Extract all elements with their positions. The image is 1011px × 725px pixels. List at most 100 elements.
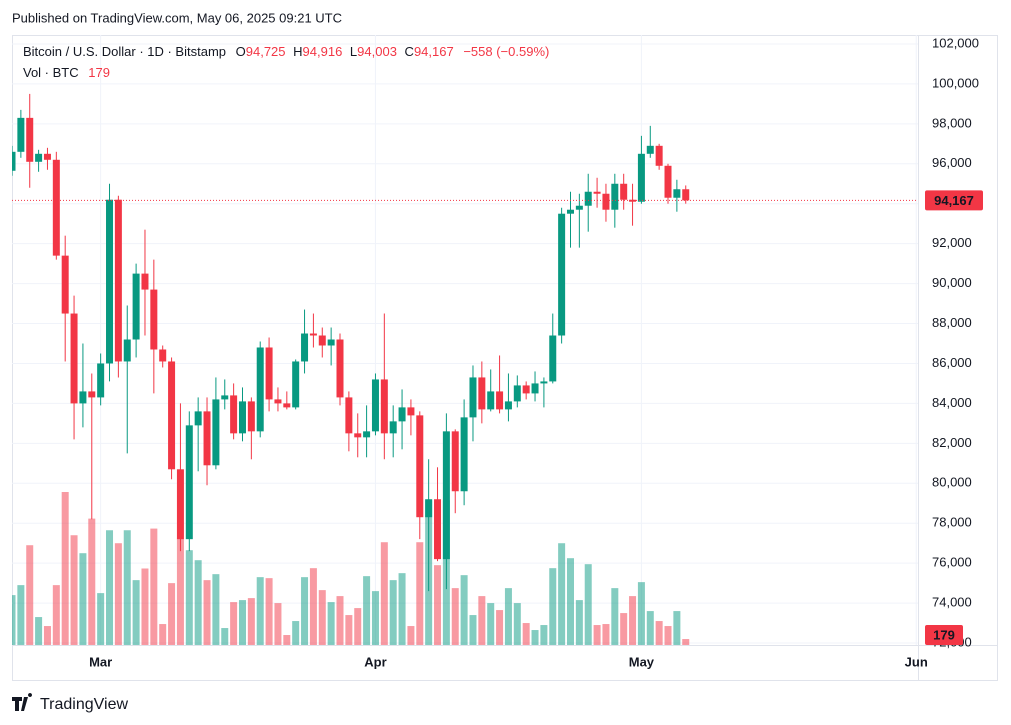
candle-body bbox=[655, 145, 663, 166]
volume-legend-label: Vol · BTC bbox=[23, 65, 79, 80]
candle-body bbox=[637, 153, 645, 202]
candle-body bbox=[247, 401, 255, 432]
volume-bar bbox=[469, 615, 477, 645]
candle-body bbox=[416, 415, 424, 518]
ohlc-value: 94,003 bbox=[357, 44, 397, 59]
volume-bar bbox=[629, 596, 637, 645]
candle-body bbox=[478, 377, 486, 410]
volume-pane bbox=[12, 492, 690, 645]
symbol: Bitcoin / U.S. Dollar · 1D · Bitstamp bbox=[23, 44, 226, 59]
candle-body bbox=[150, 289, 158, 350]
volume-bar bbox=[673, 611, 681, 645]
volume-bar bbox=[336, 596, 344, 645]
volume-bar bbox=[620, 613, 628, 645]
candle-body bbox=[407, 407, 415, 416]
change: −558 (−0.59%) bbox=[463, 44, 549, 59]
candle-body bbox=[309, 333, 317, 336]
last-volume-label: 179 bbox=[933, 627, 955, 642]
candle-body bbox=[575, 205, 583, 210]
volume-bar bbox=[380, 542, 388, 645]
y-tick-label: 88,000 bbox=[932, 315, 972, 330]
candle-body bbox=[522, 385, 530, 394]
candle-body bbox=[106, 199, 114, 364]
volume-bar bbox=[398, 573, 406, 645]
x-tick-label: Jun bbox=[905, 654, 928, 669]
volume-bar bbox=[185, 550, 193, 645]
candle-body bbox=[363, 431, 371, 438]
y-tick-label: 92,000 bbox=[932, 235, 972, 250]
volume-bar bbox=[141, 568, 149, 645]
candle-body bbox=[504, 401, 512, 410]
tradingview-logo: TradingView bbox=[12, 693, 128, 713]
volume-bar bbox=[212, 574, 220, 645]
candle-body bbox=[79, 391, 87, 404]
volume-bar bbox=[88, 518, 96, 645]
candle-body bbox=[354, 433, 362, 438]
grid bbox=[12, 35, 918, 645]
volume-bar bbox=[566, 558, 574, 645]
volume-bar bbox=[256, 577, 264, 645]
volume-bar bbox=[434, 565, 442, 645]
y-tick-label: 74,000 bbox=[932, 595, 972, 610]
volume-bar bbox=[61, 492, 69, 645]
x-tick-label: Mar bbox=[89, 654, 112, 669]
y-tick-label: 82,000 bbox=[932, 435, 972, 450]
volume-bar bbox=[327, 602, 335, 645]
volume-bar bbox=[504, 588, 512, 645]
candle-body bbox=[673, 189, 681, 198]
candles bbox=[12, 93, 690, 592]
candle-body bbox=[629, 199, 637, 202]
volume-bar bbox=[522, 623, 530, 645]
candle-body bbox=[283, 403, 291, 408]
candle-body bbox=[292, 361, 300, 408]
last-price-tag bbox=[925, 190, 983, 211]
volume-bar bbox=[531, 630, 539, 645]
volume-bar bbox=[26, 545, 34, 645]
candle-body bbox=[531, 383, 539, 394]
candle-body bbox=[256, 347, 264, 432]
volume-bar bbox=[301, 577, 309, 645]
candle-body bbox=[203, 411, 211, 466]
candle-body bbox=[70, 313, 78, 404]
candle-body bbox=[141, 273, 149, 290]
candle-body bbox=[212, 399, 220, 466]
volume-bar bbox=[682, 639, 690, 645]
candle-body bbox=[52, 159, 60, 256]
y-tick-label: 96,000 bbox=[932, 155, 972, 170]
candle-body bbox=[398, 407, 406, 422]
volume-bar bbox=[194, 560, 202, 645]
candle-body bbox=[97, 363, 105, 398]
volume-bar bbox=[460, 575, 468, 645]
candle-body bbox=[176, 469, 184, 540]
volume-bar bbox=[646, 611, 654, 645]
candle-body bbox=[425, 499, 433, 518]
volume-bar bbox=[407, 626, 415, 645]
volume-bar bbox=[309, 568, 317, 645]
volume-bar bbox=[247, 598, 255, 645]
candle-body bbox=[460, 417, 468, 492]
candle-body bbox=[566, 209, 574, 214]
candle-body bbox=[274, 399, 282, 404]
volume-bar bbox=[79, 553, 87, 645]
volume-bar bbox=[97, 593, 105, 645]
volume-bar bbox=[354, 608, 362, 645]
volume-bar bbox=[17, 585, 25, 645]
volume-bar bbox=[451, 588, 459, 645]
ohlc-key: O bbox=[236, 44, 246, 59]
candle-body bbox=[265, 347, 273, 400]
candle-body bbox=[540, 381, 548, 384]
volume-bar bbox=[114, 543, 122, 645]
volume-bar bbox=[203, 580, 211, 645]
volume-bar bbox=[230, 602, 238, 645]
volume-bar bbox=[292, 621, 300, 645]
ohlc-value: 94,916 bbox=[303, 44, 343, 59]
candle-body bbox=[194, 411, 202, 426]
chart-frame bbox=[12, 35, 998, 681]
candle-body bbox=[221, 395, 229, 400]
volume-bar bbox=[35, 617, 43, 645]
candle-body bbox=[238, 401, 246, 434]
y-tick-label: 98,000 bbox=[932, 115, 972, 130]
y-tick-label: 84,000 bbox=[932, 395, 972, 410]
candle-body bbox=[487, 391, 495, 410]
volume-bar bbox=[602, 624, 610, 645]
